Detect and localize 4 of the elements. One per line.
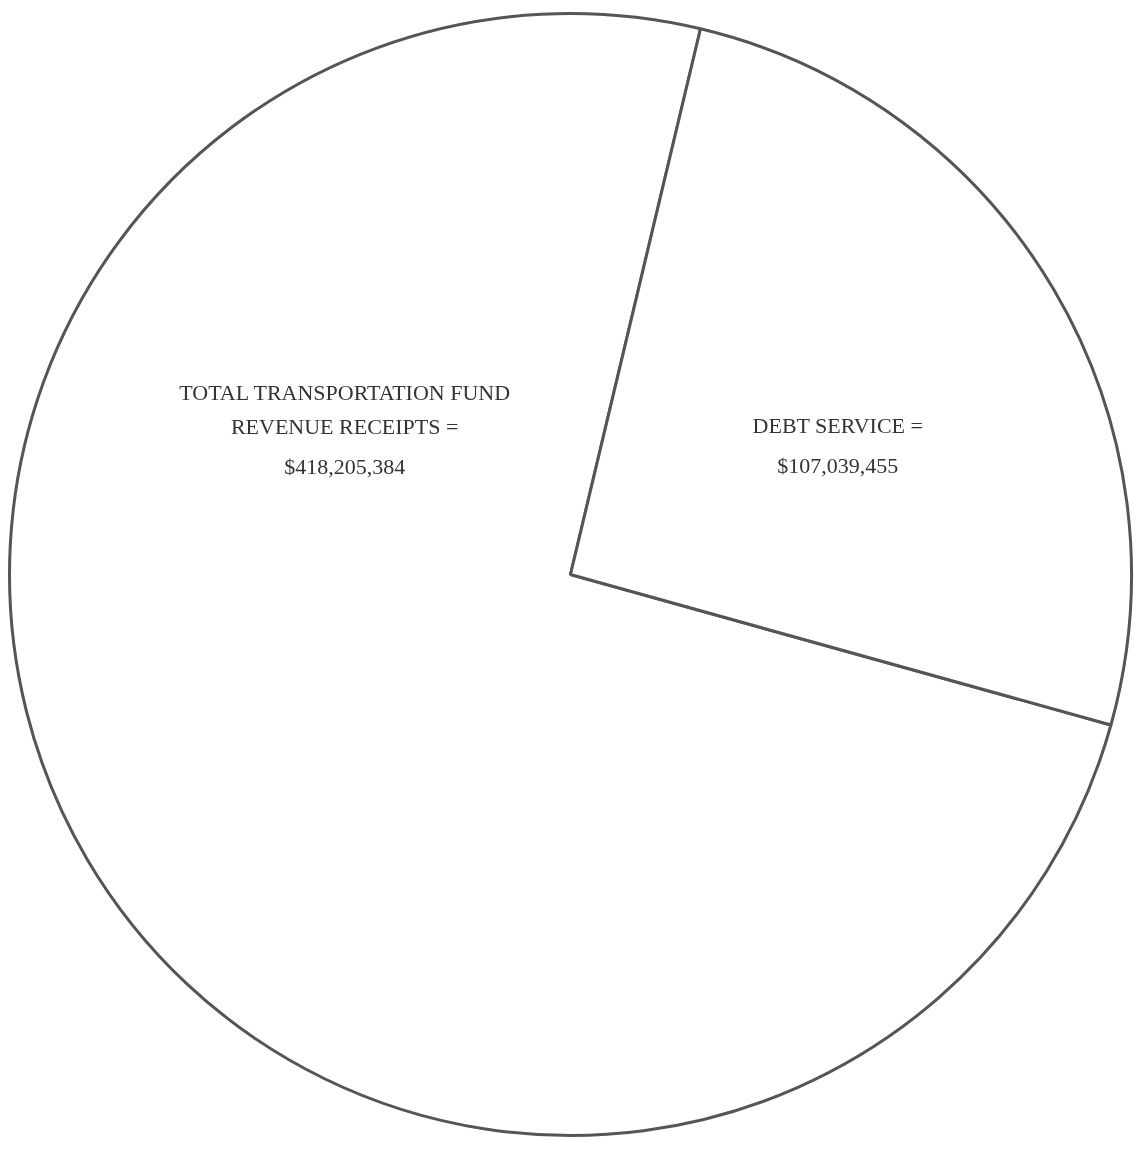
text: $107,039,455 <box>777 452 899 478</box>
slice-label: DEBT SERVICE = <box>752 412 923 438</box>
slice-label: TOTAL TRANSPORTATION FUND REVENUE RECEIPTS = <box>179 379 511 439</box>
text: $418,205,384 <box>284 453 406 479</box>
